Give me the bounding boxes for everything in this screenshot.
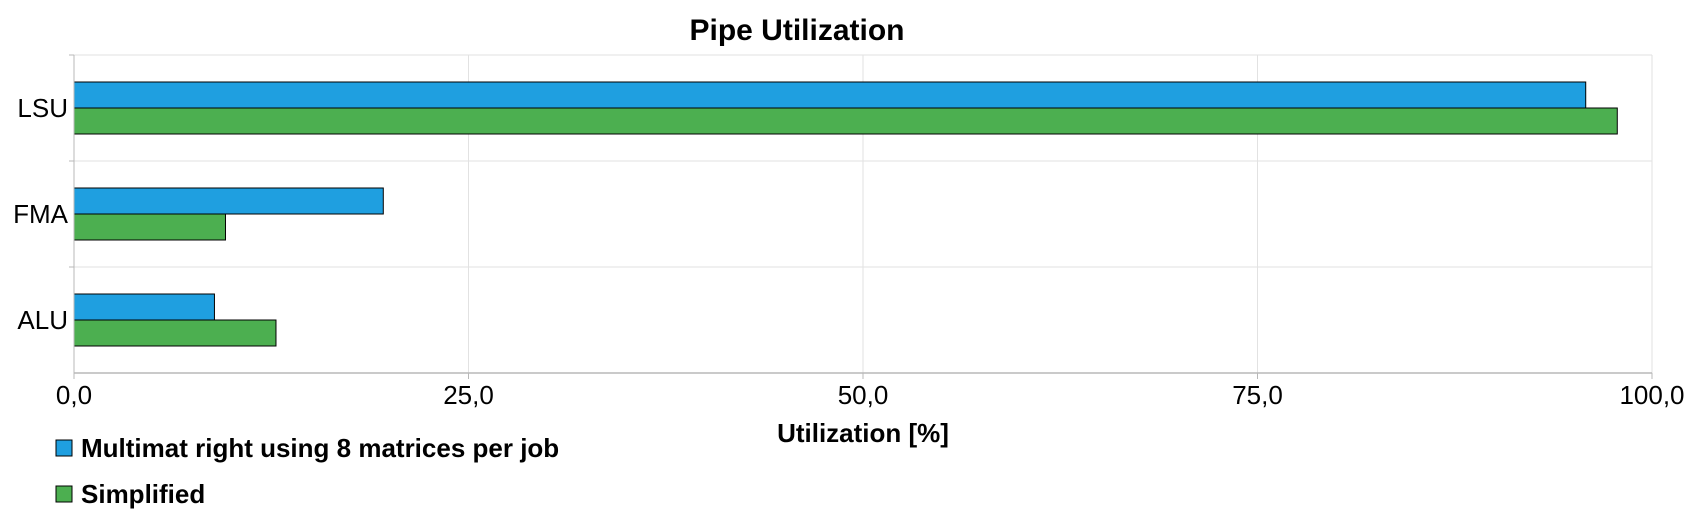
bar-alu-series-2 [73,319,277,347]
x-axis-label: Utilization [%] [777,418,949,448]
x-tick-label: 25,0 [443,380,494,410]
bars [73,81,1618,347]
chart-title: Pipe Utilization [689,14,904,47]
bar-fma-series-2 [73,213,226,241]
legend-label: Multimat right using 8 matrices per job [81,433,559,463]
y-tick-label: LSU [17,93,68,123]
bar-alu-series-1 [73,293,215,321]
bar-lsu-series-1 [73,81,1587,109]
y-tick-label: ALU [17,305,68,335]
x-tick-label: 75,0 [1232,380,1283,410]
axes [69,54,1653,379]
bar-fma-series-1 [73,187,384,215]
legend-label: Simplified [81,479,205,509]
legend: Multimat right using 8 matrices per job S… [55,433,559,509]
tick-labels: LSU FMA ALU 0,0 25,0 50,0 75,0 100,0 [13,93,1684,410]
x-tick-label: 50,0 [838,380,889,410]
legend-swatch [55,485,73,503]
x-tick-label: 100,0 [1619,380,1684,410]
legend-swatch [55,439,73,457]
x-tick-label: 0,0 [56,380,92,410]
y-tick-label: FMA [13,199,69,229]
bar-lsu-series-2 [73,107,1618,135]
